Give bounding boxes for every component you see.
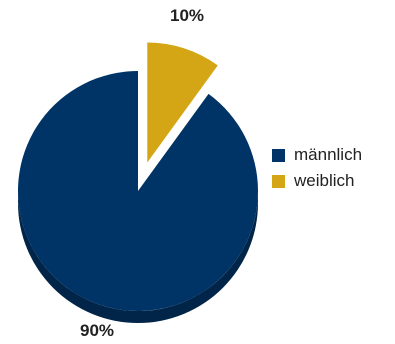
legend-item-maennlich: männlich <box>272 142 362 168</box>
pie-slice-weiblich <box>147 42 218 163</box>
legend-swatch-weiblich <box>272 174 285 188</box>
legend: männlich weiblich <box>272 142 362 194</box>
legend-item-weiblich: weiblich <box>272 168 362 194</box>
pie-slice-maennlich <box>17 71 258 311</box>
data-label-maennlich: 90% <box>80 321 115 340</box>
legend-swatch-maennlich <box>272 148 285 162</box>
legend-label-maennlich: männlich <box>294 145 363 164</box>
data-label-weiblich: 10% <box>170 6 205 25</box>
legend-label-weiblich: weiblich <box>294 171 355 190</box>
